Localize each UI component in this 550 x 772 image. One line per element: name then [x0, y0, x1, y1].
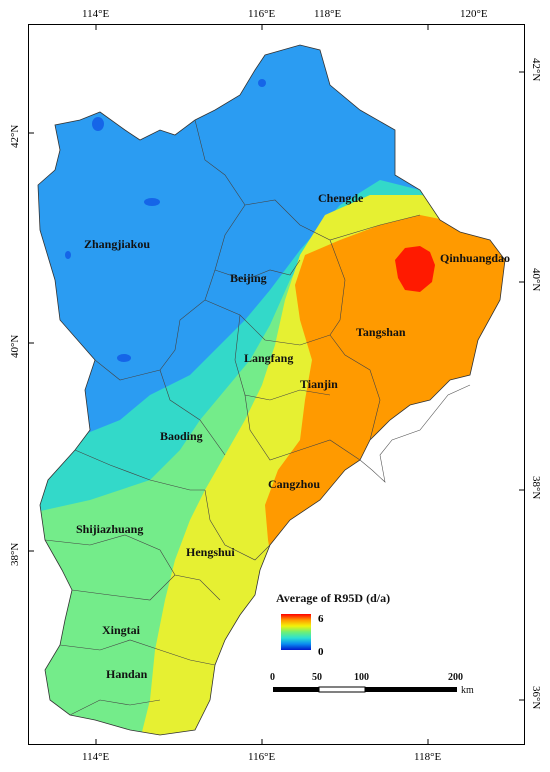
scale-label-100: 100: [354, 672, 369, 683]
scale-segment: [273, 687, 319, 692]
city-label-shijiazhuang: Shijiazhuang: [76, 522, 143, 536]
city-label-handan: Handan: [106, 667, 148, 681]
scale-unit: km: [461, 685, 474, 696]
tick-right-40n: 40°N: [530, 268, 542, 291]
tick-bottom-116e: 116°E: [248, 751, 275, 763]
top-ticks: 114°E 116°E 118°E 120°E: [82, 8, 488, 30]
tick-right-38n: 38°N: [530, 476, 542, 499]
tick-left-38n: 38°N: [9, 543, 21, 566]
tick-left-40n: 40°N: [9, 335, 21, 358]
scale-bar: 0 50 100 200 km: [270, 672, 474, 696]
r95d-raster: [38, 45, 505, 735]
zone-dark-blue-speck: [92, 117, 104, 131]
city-label-tianjin: Tianjin: [300, 377, 338, 391]
city-label-beijing: Beijing: [230, 271, 267, 285]
tick-left-42n: 42°N: [9, 125, 21, 148]
right-ticks: 42°N 40°N 38°N 36°N: [519, 58, 542, 709]
city-label-langfang: Langfang: [244, 351, 293, 365]
legend-max-label: 6: [318, 613, 324, 625]
zone-dark-blue-speck: [144, 198, 160, 206]
left-ticks: 42°N 40°N 38°N: [9, 125, 34, 566]
legend-color-ramp: [281, 614, 311, 650]
tick-bottom-118e: 118°E: [414, 751, 441, 763]
coastline: [359, 384, 471, 483]
city-label-qinhuangdao: Qinhuangdao: [440, 251, 510, 265]
city-label-chengde: Chengde: [318, 191, 364, 205]
city-label-xingtai: Xingtai: [102, 623, 141, 637]
zone-dark-blue-speck: [258, 79, 266, 87]
zone-dark-blue-speck: [117, 354, 131, 362]
legend: Average of R95D (d/a) 6 0: [276, 591, 390, 658]
city-label-baoding: Baoding: [160, 429, 203, 443]
scale-label-50: 50: [312, 672, 322, 683]
city-label-cangzhou: Cangzhou: [268, 477, 320, 491]
bottom-ticks: 114°E 116°E 118°E: [82, 739, 441, 763]
scale-label-200: 200: [448, 672, 463, 683]
city-label-hengshui: Hengshui: [186, 545, 235, 559]
tick-top-114e: 114°E: [82, 8, 109, 20]
tick-top-118e: 118°E: [314, 8, 341, 20]
scale-label-0: 0: [270, 672, 275, 683]
scale-segment: [365, 687, 457, 692]
tick-right-36n: 36°N: [530, 686, 542, 709]
district-boundaries: [44, 119, 421, 716]
scale-segment: [318, 686, 366, 693]
legend-min-label: 0: [318, 646, 324, 658]
tick-top-116e: 116°E: [248, 8, 275, 20]
legend-title: Average of R95D (d/a): [276, 591, 390, 605]
zone-red: [395, 246, 435, 292]
tick-bottom-114e: 114°E: [82, 751, 109, 763]
city-labels: Chengde Zhangjiakou Beijing Qinhuangdao …: [76, 191, 510, 681]
tick-right-42n: 42°N: [530, 58, 542, 81]
city-label-tangshan: Tangshan: [356, 325, 406, 339]
region-outline: [37, 44, 506, 736]
tick-top-120e: 120°E: [460, 8, 488, 20]
city-label-zhangjiakou: Zhangjiakou: [84, 237, 150, 251]
zone-dark-blue-speck: [65, 251, 71, 259]
